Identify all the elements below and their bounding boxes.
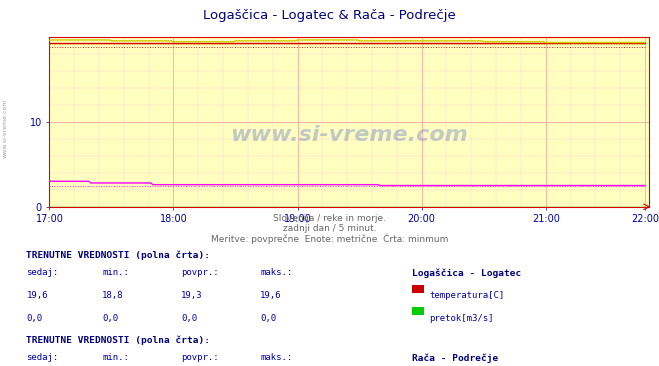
Text: temperatura[C]: temperatura[C] xyxy=(429,291,504,300)
Text: 19,6: 19,6 xyxy=(260,291,282,300)
Text: maks.:: maks.: xyxy=(260,353,293,362)
Text: 19,6: 19,6 xyxy=(26,291,48,300)
Text: Meritve: povprečne  Enote: metrične  Črta: minmum: Meritve: povprečne Enote: metrične Črta:… xyxy=(211,234,448,244)
Text: Logaščica - Logatec: Logaščica - Logatec xyxy=(412,268,521,278)
Text: 18,8: 18,8 xyxy=(102,291,124,300)
Text: min.:: min.: xyxy=(102,353,129,362)
Text: maks.:: maks.: xyxy=(260,268,293,277)
Text: 0,0: 0,0 xyxy=(102,314,118,323)
Text: sedaj:: sedaj: xyxy=(26,353,59,362)
Text: www.si-vreme.com: www.si-vreme.com xyxy=(231,125,468,145)
Text: zadnji dan / 5 minut.: zadnji dan / 5 minut. xyxy=(283,224,376,233)
Text: Logaščica - Logatec & Rača - Podrečje: Logaščica - Logatec & Rača - Podrečje xyxy=(203,9,456,22)
Text: povpr.:: povpr.: xyxy=(181,268,219,277)
Text: 19,3: 19,3 xyxy=(181,291,203,300)
Text: 0,0: 0,0 xyxy=(26,314,42,323)
Text: Slovenija / reke in morje.: Slovenija / reke in morje. xyxy=(273,214,386,223)
Text: povpr.:: povpr.: xyxy=(181,353,219,362)
Text: Rača - Podrečje: Rača - Podrečje xyxy=(412,353,498,363)
Text: pretok[m3/s]: pretok[m3/s] xyxy=(429,314,494,323)
Text: 0,0: 0,0 xyxy=(260,314,276,323)
Text: sedaj:: sedaj: xyxy=(26,268,59,277)
Text: 0,0: 0,0 xyxy=(181,314,197,323)
Text: TRENUTNE VREDNOSTI (polna črta):: TRENUTNE VREDNOSTI (polna črta): xyxy=(26,251,210,260)
Text: TRENUTNE VREDNOSTI (polna črta):: TRENUTNE VREDNOSTI (polna črta): xyxy=(26,336,210,345)
Text: min.:: min.: xyxy=(102,268,129,277)
Text: www.si-vreme.com: www.si-vreme.com xyxy=(3,98,8,158)
